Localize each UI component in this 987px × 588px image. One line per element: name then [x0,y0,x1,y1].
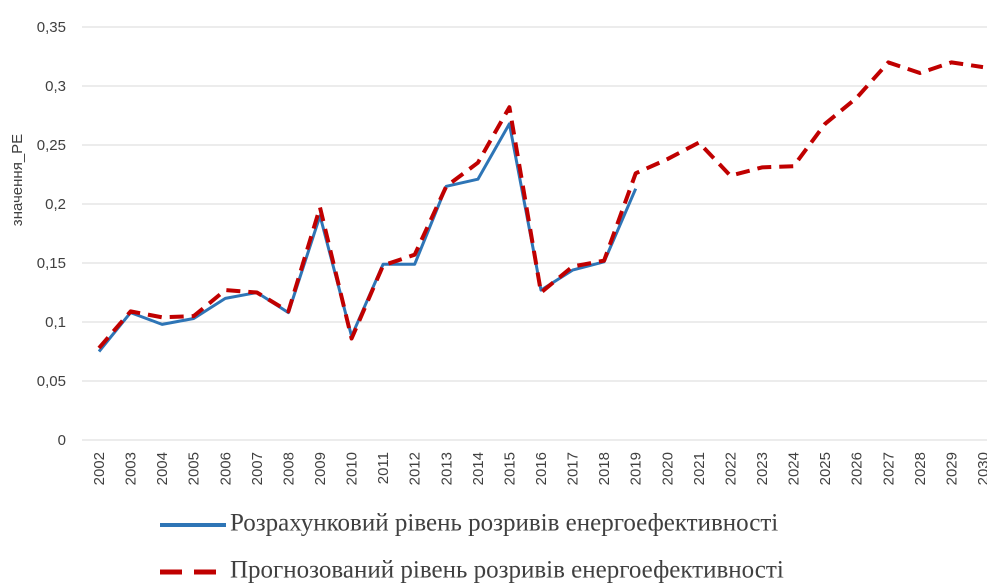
x-tick-label: 2019 [628,452,645,485]
x-tick-label: 2006 [217,452,234,485]
x-tick-label: 2007 [249,452,266,485]
x-tick-label: 2008 [280,452,297,485]
y-tick-label: 0,2 [45,196,66,213]
y-axis-label: значення_РЕ [9,134,26,226]
x-tick-label: 2002 [91,452,108,485]
x-tick-label: 2021 [691,452,708,485]
x-tick-label: 2005 [186,452,203,485]
x-tick-label: 2009 [312,452,329,485]
x-tick-label: 2015 [501,452,518,485]
x-tick-label: 2030 [975,452,987,485]
x-tick-label: 2016 [533,452,550,485]
y-tick-label: 0,1 [45,314,66,331]
x-tick-label: 2010 [344,452,361,485]
x-tick-label: 2018 [596,452,613,485]
y-tick-label: 0,05 [37,373,66,390]
x-tick-label: 2020 [659,452,676,485]
x-tick-label: 2023 [754,452,771,485]
series-line [97,60,984,350]
x-tick-label: 2024 [786,452,803,485]
x-tick-label: 2004 [154,452,171,485]
x-tick-label: 2022 [722,452,739,485]
y-tick-label: 0,15 [37,255,66,272]
x-tick-label: 2014 [470,452,487,485]
x-tick-label: 2025 [817,452,834,485]
x-tick-label: 2012 [407,452,424,485]
x-tick-label: 2017 [565,452,582,485]
x-tick-label: 2029 [943,452,960,485]
legend-label: Розрахунковий рівень розривів енергоефек… [230,510,778,537]
y-tick-label: 0,3 [45,78,66,95]
x-tick-label: 2011 [375,452,392,484]
y-tick-label: 0 [58,432,66,449]
x-tick-label: 2013 [438,452,455,485]
x-tick-label: 2028 [912,452,929,485]
y-tick-label: 0,25 [37,137,66,154]
y-tick-label: 0,35 [37,19,66,36]
x-tick-label: 2027 [880,452,897,485]
legend-label: Прогнозований рівень розривів енергоефек… [230,557,784,584]
x-tick-label: 2003 [123,452,140,485]
x-tick-label: 2026 [849,452,866,485]
